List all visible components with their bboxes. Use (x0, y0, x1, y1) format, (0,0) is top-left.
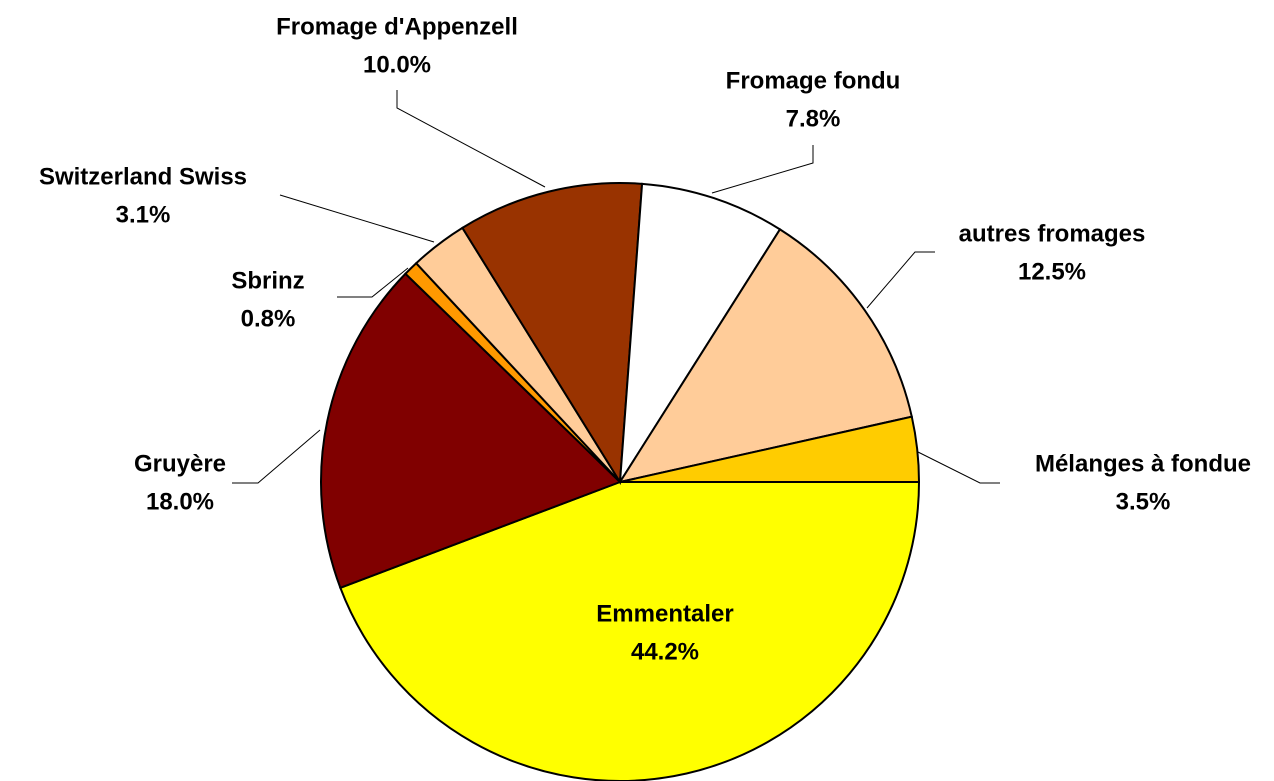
pie-slice (339, 481, 921, 781)
slice-value-label: 12.5% (1018, 258, 1086, 285)
slice-label: Fromage d'Appenzell (276, 13, 518, 40)
slice-value-label: 0.8% (241, 305, 296, 332)
leader-line (279, 194, 435, 243)
slice-value-label: 3.1% (116, 201, 171, 228)
pie-slice (619, 182, 782, 483)
leader-line (866, 251, 935, 309)
leader-line (917, 451, 1000, 484)
slice-label: Gruyère (134, 450, 226, 477)
slice-value-label: 18.0% (146, 488, 214, 515)
slice-value-label: 10.0% (363, 51, 431, 78)
slice-value-label: 7.8% (786, 105, 841, 132)
pie-slice (461, 182, 644, 486)
slice-value-label: 44.2% (631, 638, 699, 665)
slice-label: Switzerland Swiss (39, 163, 247, 190)
slice-label: Sbrinz (231, 267, 304, 294)
slice-value-label: 3.5% (1116, 488, 1171, 515)
slice-label: Fromage fondu (726, 67, 901, 94)
leader-line (232, 429, 321, 484)
slice-label: Emmentaler (596, 600, 733, 627)
slice-label: autres fromages (959, 220, 1146, 247)
pie-slice (320, 272, 622, 590)
leader-line (337, 267, 409, 298)
leader-line (396, 90, 546, 188)
pie-slice (617, 228, 913, 484)
pie-slice (619, 415, 921, 483)
slice-label: Mélanges à fondue (1035, 450, 1251, 477)
leader-line (711, 145, 814, 194)
